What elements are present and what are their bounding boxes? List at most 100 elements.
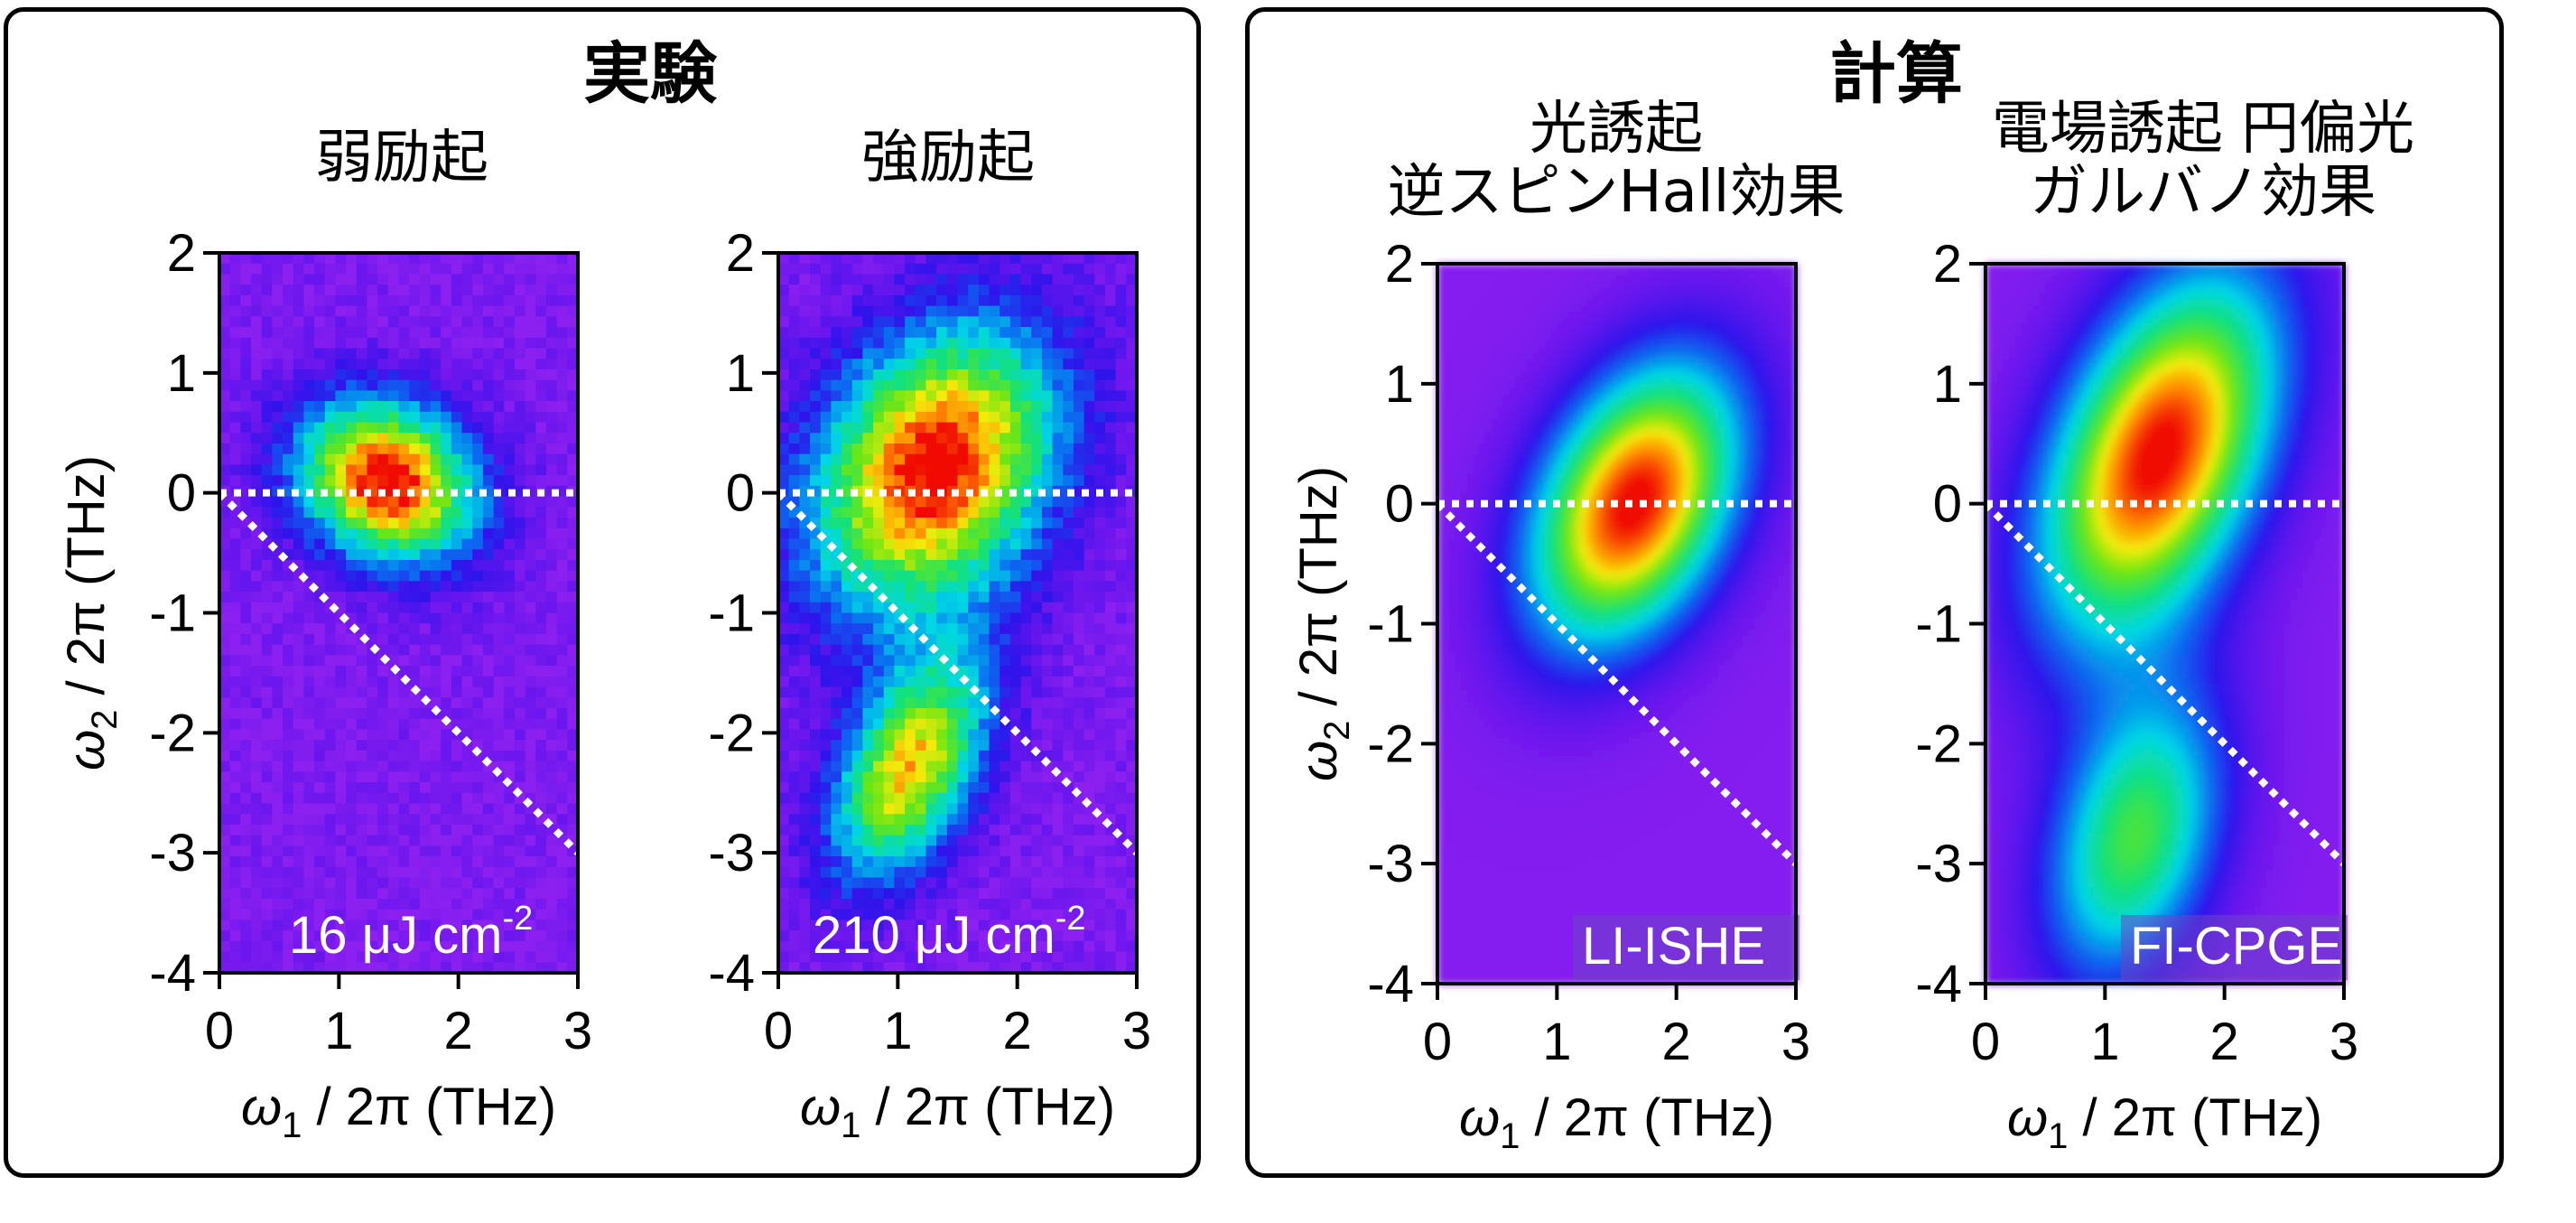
heatmap-cell xyxy=(1010,306,1021,318)
heatmap-cell xyxy=(420,655,431,667)
heatmap-cell xyxy=(1444,522,1450,528)
heatmap-cell xyxy=(873,634,884,646)
heatmap-cell xyxy=(399,401,410,413)
heatmap-cell xyxy=(515,528,525,540)
heatmap-cell xyxy=(515,454,525,466)
heatmap-cell xyxy=(504,359,515,370)
heatmap-cell xyxy=(557,581,568,593)
heatmap-cell xyxy=(283,687,293,699)
heatmap-cell xyxy=(831,761,842,773)
heatmap-cell xyxy=(546,687,557,699)
heatmap-cell xyxy=(852,751,863,762)
heatmap-cell xyxy=(325,518,336,529)
heatmap-cell xyxy=(535,464,546,476)
heatmap-cell xyxy=(409,751,420,762)
heatmap-cell xyxy=(420,475,431,487)
heatmap-cell xyxy=(283,878,293,890)
heatmap-cell xyxy=(852,645,863,657)
heatmap-cell xyxy=(925,856,936,868)
heatmap-cell xyxy=(409,412,420,424)
heatmap-cell xyxy=(283,888,293,900)
heatmap-cell xyxy=(1053,338,1064,350)
heatmap-cell xyxy=(916,338,926,350)
heatmap-cell xyxy=(1063,602,1074,614)
heatmap-cell xyxy=(283,708,293,720)
heatmap-cell xyxy=(272,687,283,699)
heatmap-cell xyxy=(1053,708,1064,720)
heatmap-cell xyxy=(1000,592,1010,603)
heatmap-cell xyxy=(810,401,821,413)
heatmap-cell xyxy=(1031,433,1042,444)
heatmap-cell xyxy=(409,390,420,402)
heatmap-cell xyxy=(947,740,958,752)
heatmap-cell xyxy=(494,836,505,847)
heatmap-cell xyxy=(916,401,926,413)
heatmap-cell xyxy=(262,930,273,942)
heatmap-cell xyxy=(842,771,852,783)
heatmap-cell xyxy=(504,836,515,847)
heatmap-cell xyxy=(283,518,293,529)
heatmap-cell xyxy=(925,443,936,455)
heatmap-cell xyxy=(842,306,852,318)
heatmap-cell xyxy=(1010,571,1021,583)
heatmap-cell xyxy=(420,634,431,646)
heatmap-cell xyxy=(936,888,947,900)
heatmap-cell xyxy=(936,571,947,583)
heatmap-cell xyxy=(535,719,546,731)
heatmap-cell xyxy=(431,729,442,741)
heatmap-cell xyxy=(862,348,873,359)
heatmap-cell xyxy=(494,507,505,518)
heatmap-cell xyxy=(1063,316,1074,328)
heatmap-cell xyxy=(262,836,273,847)
heatmap-cell xyxy=(1444,648,1450,654)
heatmap-cell xyxy=(936,549,947,561)
heatmap-cell xyxy=(325,423,336,434)
heatmap-cell xyxy=(789,338,800,350)
heatmap-cell xyxy=(947,295,958,307)
heatmap-cell xyxy=(862,306,873,318)
heatmap-cell xyxy=(1116,433,1127,444)
heatmap-cell xyxy=(936,528,947,540)
heatmap-cell xyxy=(1010,634,1021,646)
heatmap-cell xyxy=(810,592,821,603)
heatmap-cell xyxy=(884,613,895,625)
heatmap-cell xyxy=(546,592,557,603)
heatmap-cell xyxy=(1094,677,1105,688)
heatmap-cell xyxy=(230,348,241,359)
heatmap-cell xyxy=(810,729,821,741)
heatmap-cell xyxy=(1094,782,1105,794)
heatmap-cell xyxy=(420,338,431,350)
heatmap-cell xyxy=(1053,454,1064,466)
heatmap-cell xyxy=(842,475,852,487)
heatmap-cell xyxy=(303,464,314,476)
heatmap-cell xyxy=(293,719,304,731)
heatmap-cell xyxy=(483,475,494,487)
heatmap-cell xyxy=(472,443,483,455)
heatmap-cell xyxy=(968,359,979,370)
heatmap-cell xyxy=(831,655,842,667)
heatmap-cell xyxy=(916,655,926,667)
heatmap-cell xyxy=(831,274,842,285)
heatmap-cell xyxy=(958,497,969,509)
heatmap-cell xyxy=(525,475,536,487)
heatmap-cell xyxy=(546,497,557,509)
heatmap-cell xyxy=(494,475,505,487)
heatmap-cell xyxy=(1094,825,1105,836)
heatmap-cell xyxy=(1449,414,1455,420)
heatmap-cell xyxy=(262,634,273,646)
heatmap-cell xyxy=(451,538,462,550)
heatmap-cell xyxy=(810,348,821,359)
heatmap-cell xyxy=(947,443,958,455)
heatmap-cell xyxy=(1031,655,1042,667)
heatmap-cell xyxy=(1105,454,1116,466)
heatmap-cell xyxy=(821,666,832,677)
heatmap-cell xyxy=(1444,702,1450,708)
heatmap-cell xyxy=(399,390,410,402)
heatmap-cell xyxy=(1094,475,1105,487)
heatmap-cell xyxy=(936,856,947,868)
heatmap-cell xyxy=(377,338,388,350)
heatmap-cell xyxy=(1053,856,1064,868)
heatmap-cell xyxy=(451,295,462,307)
heatmap-cell xyxy=(958,464,969,476)
